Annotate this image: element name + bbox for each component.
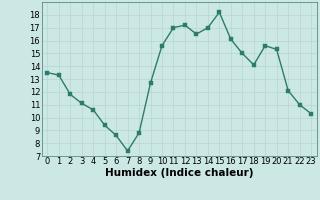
X-axis label: Humidex (Indice chaleur): Humidex (Indice chaleur) xyxy=(105,168,253,178)
